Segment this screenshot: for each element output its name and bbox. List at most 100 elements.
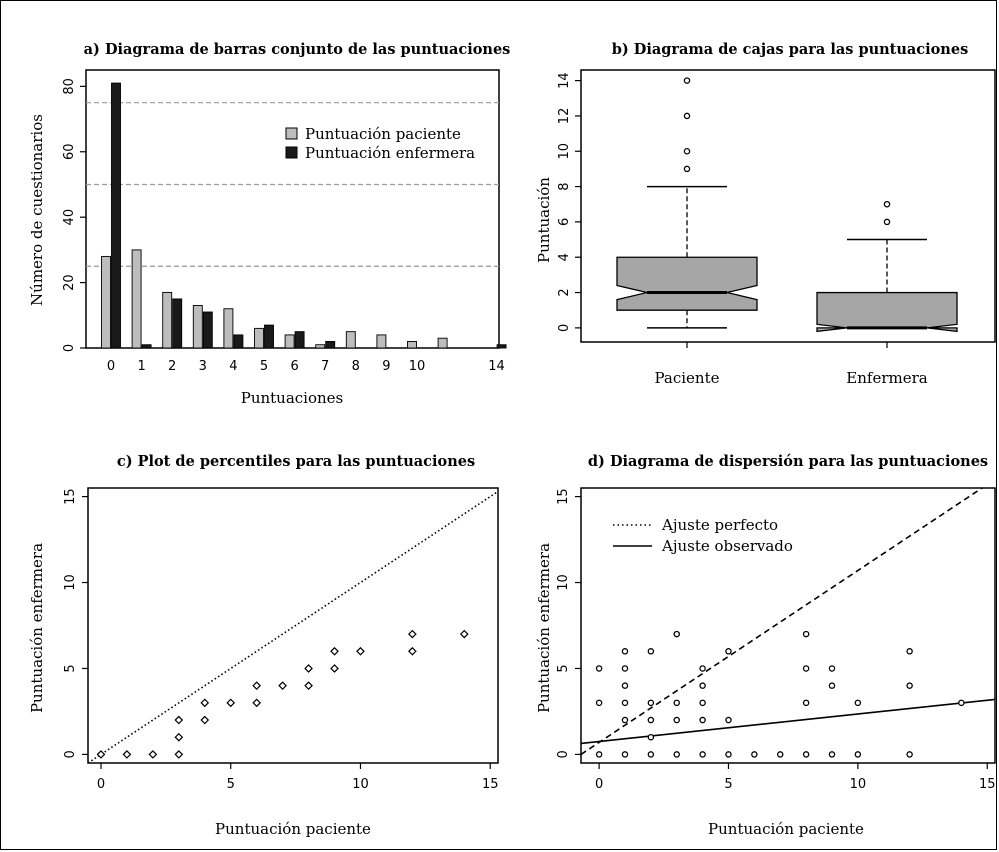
data-point — [356, 646, 365, 656]
outlier-point — [683, 147, 691, 155]
y-tick-label: 10 — [63, 574, 78, 591]
data-point — [595, 699, 603, 707]
y-tick-label: 12 — [557, 108, 572, 125]
data-point — [958, 699, 965, 707]
bar-paciente — [376, 334, 387, 349]
panel-a-legend: Puntuación paciente Puntuación enfermera — [285, 125, 475, 162]
data-point — [673, 630, 680, 638]
data-point — [621, 699, 629, 707]
data-point — [595, 751, 603, 758]
data-point — [408, 629, 417, 639]
panel-b-plot-box — [580, 69, 996, 343]
data-point — [828, 665, 836, 672]
data-point — [122, 750, 132, 759]
panel-d-legend: Ajuste perfecto Ajuste observado — [613, 516, 793, 555]
y-tick-label: 4 — [557, 253, 572, 261]
x-category-label: Enfermera — [846, 369, 927, 387]
panel-c-plot-box — [87, 487, 499, 764]
y-tick-label: 8 — [557, 182, 572, 190]
data-point — [330, 646, 339, 656]
bar-enfermera — [172, 298, 183, 349]
data-point — [647, 733, 655, 741]
bar-paciente — [162, 291, 173, 349]
bar-paciente — [131, 249, 142, 349]
data-point — [776, 751, 784, 758]
y-tick-label: 60 — [62, 143, 77, 160]
y-tick-label: 10 — [557, 143, 572, 160]
bar-paciente — [254, 327, 264, 349]
y-tick-label: 0 — [557, 324, 572, 332]
y-tick-label: 2 — [557, 288, 572, 296]
data-point — [828, 751, 836, 758]
reference-line-y-equals-x — [87, 490, 499, 764]
x-tick-label: 9 — [382, 359, 390, 374]
x-tick-label: 0 — [595, 777, 603, 792]
x-category-label: Paciente — [654, 369, 719, 387]
data-point — [854, 699, 862, 707]
data-point — [673, 716, 680, 724]
data-point — [647, 716, 655, 724]
data-point — [148, 750, 158, 759]
panel-d-points — [595, 630, 965, 758]
data-point — [673, 751, 680, 758]
data-point — [802, 751, 810, 758]
data-point — [621, 751, 629, 758]
data-point — [802, 665, 810, 672]
data-point — [699, 716, 706, 724]
x-tick-label: 8 — [352, 359, 360, 374]
panel-c-y-label: Puntuación enfermera — [28, 543, 46, 713]
bar-paciente — [345, 331, 356, 349]
y-tick-label: 40 — [62, 209, 77, 226]
box-paciente — [616, 256, 758, 311]
panel-d-fit-lines — [580, 487, 996, 756]
panel-d-y-label: Puntuación enfermera — [535, 543, 553, 713]
x-tick-label: 14 — [488, 359, 505, 374]
data-point — [854, 751, 862, 758]
data-point — [673, 699, 680, 707]
line-ajuste-observado — [580, 698, 996, 745]
panel-c-reference-line — [87, 490, 499, 764]
legend-label-paciente: Puntuación paciente — [305, 125, 461, 143]
x-tick-label: 0 — [107, 359, 115, 374]
legend-label-enfermera: Puntuación enfermera — [305, 144, 475, 162]
data-point — [906, 682, 913, 689]
data-point — [408, 646, 417, 656]
panel-c-title: c) Plot de percentiles para las puntuaci… — [117, 453, 475, 470]
panel-d-y-axis: 0 5 10 15 — [556, 488, 581, 759]
bar-paciente — [407, 341, 417, 349]
x-tick-label: 4 — [229, 359, 237, 374]
x-tick-label: 15 — [979, 777, 996, 792]
y-tick-label: 0 — [556, 750, 571, 758]
data-point — [802, 630, 810, 638]
bar-enfermera — [111, 82, 121, 349]
bar-enfermera — [264, 324, 274, 349]
data-point — [621, 716, 629, 724]
panel-d-x-axis: 0 5 10 15 — [595, 763, 996, 792]
legend-swatch-paciente — [285, 127, 298, 140]
data-point — [621, 665, 629, 672]
bar-paciente — [192, 305, 203, 349]
panel-c-x-axis: 0 5 10 15 — [97, 763, 498, 792]
x-tick-label: 5 — [260, 359, 268, 374]
panel-b-x-axis: Paciente Enfermera — [654, 342, 928, 387]
data-point — [751, 751, 758, 758]
data-point — [725, 648, 732, 655]
data-point — [699, 751, 706, 758]
data-point — [699, 665, 706, 672]
panel-a-y-axis: 0 20 40 60 80 — [62, 78, 86, 352]
bar-enfermera — [202, 311, 213, 349]
data-point — [906, 648, 913, 655]
panel-c-points — [96, 629, 469, 759]
y-tick-label: 15 — [63, 488, 78, 505]
outlier-point — [683, 112, 691, 120]
legend-swatch-enfermera — [285, 146, 298, 159]
data-point — [174, 715, 184, 725]
data-point — [802, 699, 810, 707]
panel-a-title: a) Diagrama de barras conjunto de las pu… — [84, 41, 511, 58]
y-tick-label: 15 — [556, 488, 571, 505]
bar-enfermera — [233, 334, 244, 349]
bar-enfermera — [141, 344, 152, 349]
panel-b-title: b) Diagrama de cajas para las puntuacion… — [612, 41, 969, 58]
x-tick-label: 7 — [321, 359, 329, 374]
data-point — [906, 751, 913, 758]
